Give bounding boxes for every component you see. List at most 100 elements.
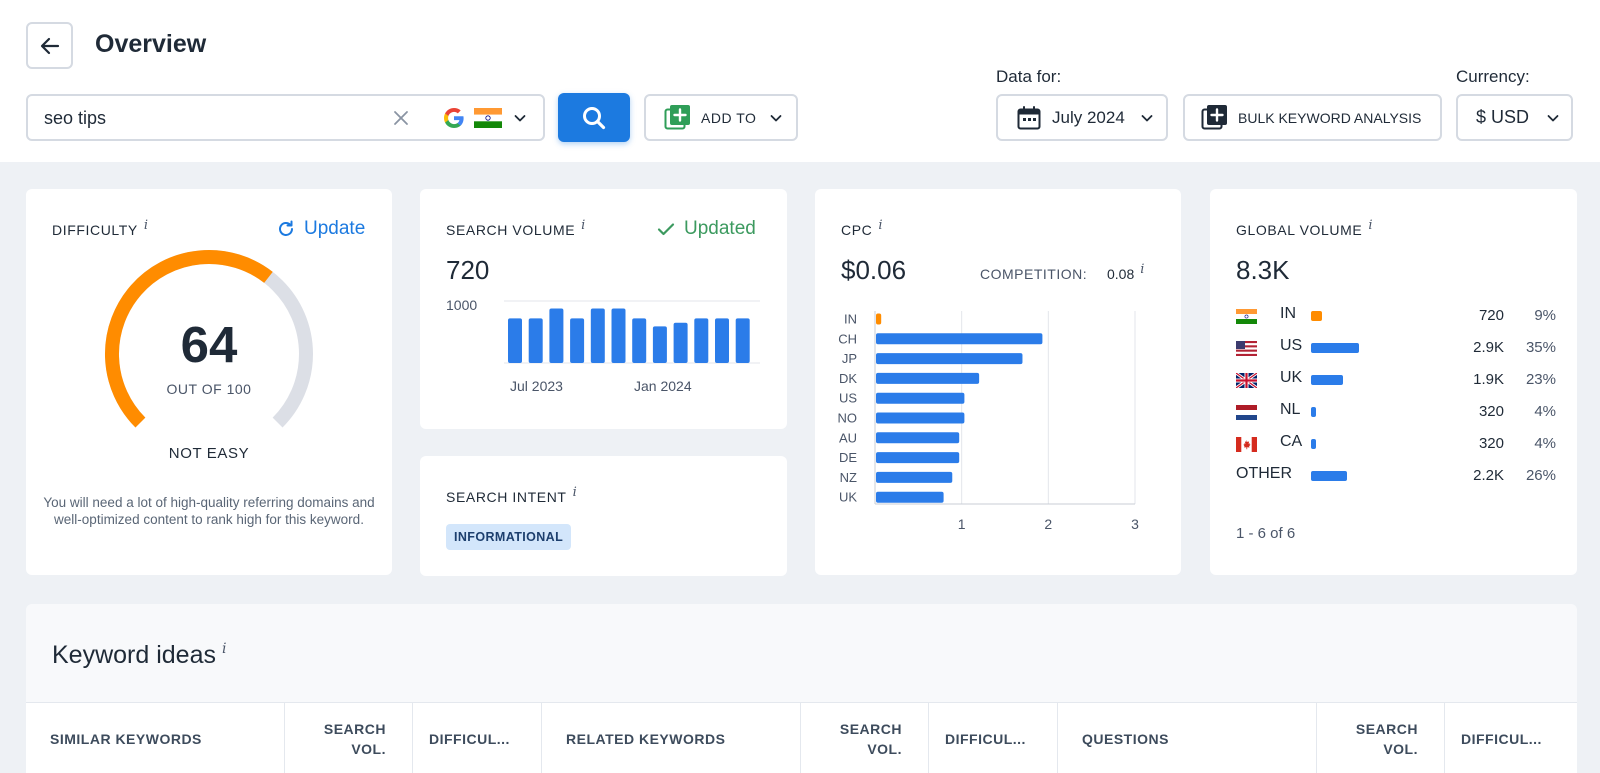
search-icon xyxy=(583,106,606,129)
currency-label: Currency: xyxy=(1456,67,1530,86)
chevron-down-icon xyxy=(770,114,782,121)
country-volume: 2.2K xyxy=(1473,467,1504,484)
canada-flag-icon xyxy=(1236,437,1257,452)
column-header-difficulty[interactable]: DIFFICUL... xyxy=(1461,730,1542,747)
cpc-by-country-chart: IN CH JP DK US NO AU DE NZ UK 1 2 3 xyxy=(838,311,1139,532)
data-for-label: Data for: xyxy=(996,67,1062,86)
country-row-nl[interactable]: NL 320 4% xyxy=(1236,400,1556,424)
bulk-keyword-analysis-label: BULK KEYWORD ANALYSIS xyxy=(1238,109,1422,126)
date-selector[interactable]: July 2024 xyxy=(996,94,1168,141)
volume-bar[interactable] xyxy=(508,318,522,363)
bulk-keyword-analysis-button[interactable]: BULK KEYWORD ANALYSIS xyxy=(1183,94,1442,141)
bulk-add-icon xyxy=(1201,105,1227,130)
info-icon[interactable]: i xyxy=(581,218,586,233)
country-row-in[interactable]: IN 720 9% xyxy=(1236,304,1556,328)
country-row-other[interactable]: OTHER 2.2K 26% xyxy=(1236,464,1556,488)
volume-bar[interactable] xyxy=(652,326,667,363)
cpc-bar[interactable] xyxy=(876,372,980,384)
country-row-us[interactable]: US 2.9K 35% xyxy=(1236,336,1556,360)
page-title: Overview xyxy=(95,30,207,58)
cpc-bar[interactable] xyxy=(876,392,965,404)
clear-icon[interactable] xyxy=(390,107,412,129)
volume-bar[interactable] xyxy=(715,318,729,363)
volume-bar[interactable] xyxy=(570,318,585,363)
cpc-bar[interactable] xyxy=(876,333,1043,345)
country-row-uk[interactable]: UK 1.9K 23% xyxy=(1236,368,1556,392)
cpc-bar[interactable] xyxy=(876,412,965,424)
cpc-bar[interactable] xyxy=(876,313,882,325)
cpc-bar[interactable] xyxy=(876,353,1023,365)
cpc-bar[interactable] xyxy=(876,452,960,464)
volume-bar[interactable] xyxy=(673,322,688,363)
x-tick-label: 2 xyxy=(1044,516,1052,532)
difficulty-rating: NOT EASY xyxy=(168,445,250,462)
column-header-difficulty[interactable]: DIFFICUL... xyxy=(929,703,1058,773)
competition-value: 0.08 i xyxy=(1107,262,1144,283)
keyword-ideas-table-header: SIMILAR KEYWORDS SEARCH VOL. DIFFICUL... … xyxy=(26,702,1577,773)
date-value: July 2024 xyxy=(1052,107,1125,127)
volume-bar[interactable] xyxy=(590,308,605,363)
column-header-related-keywords[interactable]: RELATED KEYWORDS xyxy=(542,703,801,773)
keyword-ideas-section: Keyword ideas i SIMILAR KEYWORDS SEARCH VO… xyxy=(26,604,1577,773)
column-header-search-vol[interactable]: SEARCH VOL. xyxy=(285,703,413,773)
country-label: NZ xyxy=(840,470,857,485)
country-label: DK xyxy=(839,371,857,386)
column-header-questions[interactable]: QUESTIONS xyxy=(1058,703,1317,773)
india-flag-icon[interactable] xyxy=(474,108,502,128)
india-flag-icon xyxy=(1236,309,1257,324)
usa-flag-icon xyxy=(1236,341,1257,356)
info-icon[interactable]: i xyxy=(1368,218,1374,233)
info-icon[interactable]: i xyxy=(1140,262,1145,277)
column-header-search-vol[interactable]: SEARCH VOL. xyxy=(1317,703,1445,773)
cpc-bar[interactable] xyxy=(876,471,953,483)
cpc-bar[interactable] xyxy=(876,491,944,503)
info-icon[interactable]: i xyxy=(143,218,149,233)
column-header-line: VOL. xyxy=(867,740,902,757)
volume-bar[interactable] xyxy=(611,308,626,363)
column-header-line: SEARCH xyxy=(323,720,386,737)
refresh-icon xyxy=(279,220,293,236)
search-button[interactable] xyxy=(558,93,630,142)
column-header-search-vol[interactable]: SEARCH VOL. xyxy=(801,703,929,773)
search-volume-axis-max: 1000 xyxy=(446,297,478,313)
volume-bar[interactable] xyxy=(632,318,647,363)
country-code: US xyxy=(1280,337,1303,354)
global-volume-value: 8.3K xyxy=(1236,255,1290,285)
info-icon[interactable]: i xyxy=(572,485,578,500)
chevron-down-icon xyxy=(1547,114,1559,121)
country-percent: 23% xyxy=(1525,371,1556,388)
keyword-ideas-title: Keyword ideas i xyxy=(52,641,226,670)
column-header-line: SEARCH xyxy=(839,720,902,737)
column-header-similar-keywords[interactable]: SIMILAR KEYWORDS xyxy=(26,703,285,773)
update-link[interactable]: Update xyxy=(276,218,365,240)
cpc-bar[interactable] xyxy=(876,432,960,444)
google-icon[interactable] xyxy=(442,106,466,130)
back-button[interactable] xyxy=(26,22,73,69)
keyword-search-input[interactable] xyxy=(44,106,374,130)
volume-bar[interactable] xyxy=(735,318,750,363)
currency-selector[interactable]: $ USD xyxy=(1456,94,1573,141)
updated-label: Updated xyxy=(684,218,756,239)
chevron-down-icon[interactable] xyxy=(512,110,528,126)
country-share-bar xyxy=(1311,471,1347,481)
search-volume-x-label-1: Jul 2023 xyxy=(510,378,563,394)
cpc-card: CPC i $0.06 COMPETITION: 0.08 i IN CH JP DK US… xyxy=(815,189,1181,575)
country-percent: 35% xyxy=(1525,339,1556,356)
info-icon[interactable]: i xyxy=(221,641,227,657)
volume-bar[interactable] xyxy=(549,308,564,363)
add-to-button[interactable]: ADD TO xyxy=(644,94,798,141)
currency-value: $ USD xyxy=(1476,107,1530,127)
country-volume: 320 xyxy=(1478,435,1504,452)
country-share-bar xyxy=(1311,407,1317,417)
info-icon[interactable]: i xyxy=(878,218,884,233)
difficulty-description: You will need a lot of high-quality refe… xyxy=(43,495,375,527)
country-percent: 4% xyxy=(1534,435,1556,452)
column-header-difficulty[interactable]: DIFFICUL... xyxy=(413,703,542,773)
country-code: IN xyxy=(1280,305,1296,322)
keyword-search-box[interactable] xyxy=(26,94,545,141)
volume-bar[interactable] xyxy=(528,318,543,363)
volume-bar[interactable] xyxy=(694,318,709,363)
country-share-bar xyxy=(1311,375,1343,385)
country-row-ca[interactable]: CA 320 4% xyxy=(1236,432,1556,456)
intent-badge: INFORMATIONAL xyxy=(446,524,572,550)
